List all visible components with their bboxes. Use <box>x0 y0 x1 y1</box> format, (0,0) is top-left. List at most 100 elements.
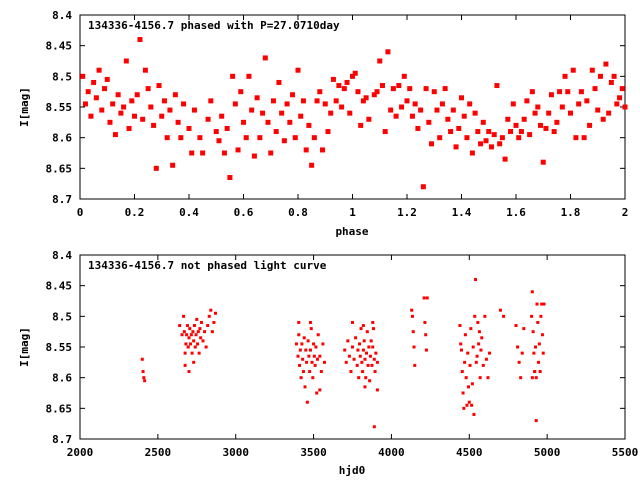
phased-data-point <box>314 98 320 104</box>
unphased-data-point <box>520 351 524 355</box>
phased-data-point <box>608 79 614 85</box>
unphased-data-point <box>140 357 144 361</box>
phased-data-point <box>597 73 603 79</box>
phased-data-point <box>409 113 415 119</box>
unphased-data-point <box>484 357 488 361</box>
phased-data-point <box>238 89 244 95</box>
phased-data-point <box>535 104 541 110</box>
phased-data-point <box>595 107 601 113</box>
unphased-data-point <box>300 342 304 346</box>
unphased-data-point <box>183 351 187 355</box>
phased-data-point <box>93 95 99 101</box>
unphased-data-point <box>310 360 314 364</box>
unphased-data-point <box>180 333 184 337</box>
unphased-data-point <box>304 348 308 352</box>
phased-data-point <box>510 101 516 107</box>
unphased-data-point <box>321 342 325 346</box>
phased-data-point <box>110 101 116 107</box>
phased-data-point <box>96 67 102 73</box>
phased-plot-points <box>80 37 628 190</box>
phased-data-point <box>298 113 304 119</box>
unphased-data-point <box>360 360 364 364</box>
unphased-data-point <box>368 379 372 383</box>
phased-plot-ylabel: I[mag] <box>18 87 31 127</box>
unphased-y-tick-label: 8.6 <box>52 372 72 385</box>
phased-data-point <box>121 104 127 110</box>
unphased-data-point <box>187 370 191 374</box>
unphased-data-point <box>475 354 479 358</box>
phased-data-point <box>461 113 467 119</box>
unphased-data-point <box>308 320 312 324</box>
phased-data-point <box>407 86 413 92</box>
phased-data-point <box>363 95 369 101</box>
phased-data-point <box>603 61 609 67</box>
unphased-data-point <box>186 345 190 349</box>
unphased-data-point <box>470 403 474 407</box>
unphased-data-point <box>349 370 353 374</box>
unphased-data-point <box>198 327 202 331</box>
unphased-data-point <box>305 360 309 364</box>
phased-y-tick-label: 8.55 <box>46 101 73 114</box>
unphased-data-point <box>467 400 471 404</box>
phased-data-point <box>390 86 396 92</box>
unphased-data-point <box>530 290 534 294</box>
unphased-data-point <box>212 320 216 324</box>
unphased-data-point <box>372 327 376 331</box>
phased-data-point <box>262 55 268 61</box>
phased-data-point <box>235 147 241 153</box>
phased-data-point <box>546 110 552 116</box>
unphased-data-point <box>189 342 193 346</box>
phased-data-point <box>464 135 470 141</box>
phased-data-point <box>491 132 497 138</box>
unphased-data-point <box>461 391 465 395</box>
unphased-data-point <box>358 342 362 346</box>
phased-data-point <box>254 95 260 101</box>
unphased-data-point <box>530 376 534 380</box>
phased-data-point <box>576 101 582 107</box>
phased-data-point <box>178 135 184 141</box>
phased-data-point <box>276 79 282 85</box>
unphased-data-point <box>305 400 309 404</box>
phased-data-point <box>497 141 503 147</box>
phased-data-point <box>290 92 296 98</box>
phased-data-point <box>587 122 593 128</box>
phased-x-tick-label: 0.6 <box>234 206 254 219</box>
phased-data-point <box>347 110 353 116</box>
phased-data-point <box>112 132 118 138</box>
unphased-data-point <box>483 314 487 318</box>
unphased-data-point <box>480 336 484 340</box>
phased-x-tick-label: 1.2 <box>397 206 417 219</box>
phased-data-point <box>322 101 328 107</box>
phased-data-point <box>311 135 317 141</box>
phased-data-point <box>475 129 481 135</box>
phased-x-tick-label: 1.4 <box>452 206 472 219</box>
unphased-data-point <box>375 360 379 364</box>
unphased-data-point <box>465 403 469 407</box>
phased-data-point <box>156 83 162 89</box>
phased-plot-xlabel: phase <box>335 225 368 238</box>
unphased-data-point <box>488 351 492 355</box>
phased-data-point <box>82 101 88 107</box>
unphased-data-point <box>368 354 372 358</box>
unphased-data-point <box>185 333 189 337</box>
phased-data-point <box>568 110 573 116</box>
unphased-data-point <box>203 330 207 334</box>
phased-data-point <box>614 101 620 107</box>
phased-data-point <box>134 92 140 98</box>
phased-data-point <box>478 141 484 147</box>
phased-data-point <box>191 107 197 113</box>
unphased-x-tick-label: 4000 <box>378 446 405 459</box>
phased-data-point <box>227 175 233 181</box>
unphased-data-point <box>473 314 477 318</box>
unphased-data-point <box>201 339 205 343</box>
unphased-data-point <box>537 360 541 364</box>
phased-data-point <box>527 132 533 138</box>
unphased-x-tick-label: 5000 <box>534 446 561 459</box>
phased-data-point <box>488 144 494 150</box>
unphased-data-point <box>540 302 544 306</box>
unphased-data-point <box>424 348 428 352</box>
phased-data-point <box>415 125 421 131</box>
unphased-data-point <box>315 357 319 361</box>
phased-data-point <box>358 122 364 128</box>
